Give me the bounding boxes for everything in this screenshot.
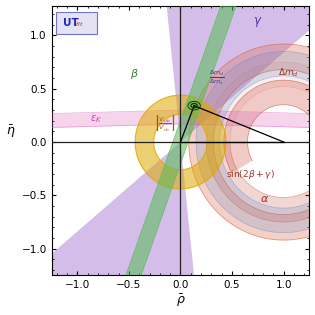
Text: $\varepsilon_K$: $\varepsilon_K$ <box>90 113 102 125</box>
Polygon shape <box>206 62 315 142</box>
X-axis label: $\bar{\rho}$: $\bar{\rho}$ <box>175 293 186 309</box>
Polygon shape <box>135 95 226 189</box>
Polygon shape <box>224 80 315 173</box>
Text: $\left|\frac{V_{ub}}{V_{cb}}\right|$: $\left|\frac{V_{ub}}{V_{cb}}\right|$ <box>154 113 176 133</box>
Text: $\frac{\Delta m_d}{\Delta m_s}$: $\frac{\Delta m_d}{\Delta m_s}$ <box>209 69 224 88</box>
Text: $\Delta m_d$: $\Delta m_d$ <box>278 66 299 79</box>
FancyBboxPatch shape <box>56 12 97 34</box>
Text: $\alpha$: $\alpha$ <box>261 193 270 203</box>
Polygon shape <box>206 142 315 222</box>
Polygon shape <box>96 0 265 315</box>
Text: $\sin(2\beta+\gamma)$: $\sin(2\beta+\gamma)$ <box>226 168 275 180</box>
Text: $\gamma$: $\gamma$ <box>253 14 263 29</box>
Polygon shape <box>153 0 315 142</box>
Polygon shape <box>189 44 315 240</box>
Polygon shape <box>196 51 315 233</box>
Y-axis label: $\bar{\eta}$: $\bar{\eta}$ <box>6 124 15 140</box>
Text: UT: UT <box>63 18 79 28</box>
Polygon shape <box>0 142 208 315</box>
Text: $_{fit}$: $_{fit}$ <box>75 20 83 29</box>
Text: $\beta$: $\beta$ <box>130 67 139 81</box>
